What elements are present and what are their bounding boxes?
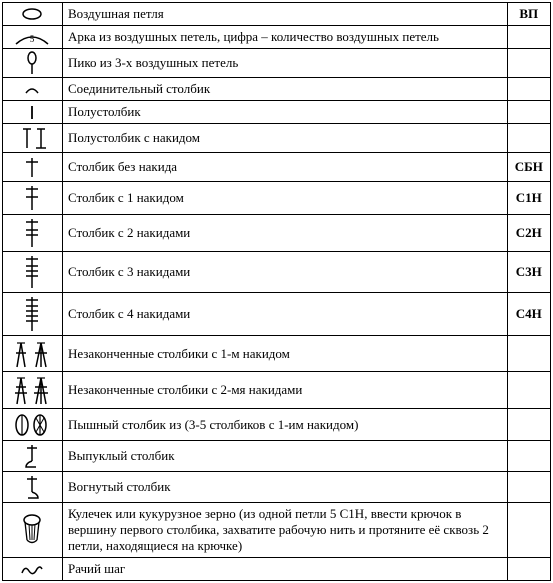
desc-cell: Арка из воздушных петель, цифра – количе… — [62, 26, 507, 49]
picot-icon — [23, 51, 41, 75]
symbol-cell — [3, 101, 63, 124]
abbr-cell — [507, 78, 550, 101]
table-row: Выпуклый столбик — [3, 441, 551, 472]
svg-text:5: 5 — [30, 34, 35, 44]
abbr-cell — [507, 372, 550, 409]
symbol-cell — [3, 336, 63, 372]
symbol-cell — [3, 409, 63, 441]
table-row: Столбик без накида СБН — [3, 153, 551, 182]
desc-cell: Пико из 3-х воздушных петель — [62, 49, 507, 78]
crab-stitch-icon — [19, 561, 45, 577]
table-row: Незаконченные столбики с 2-мя накидами — [3, 372, 551, 409]
table-row: Кулечек или кукурузное зерно (из одной п… — [3, 503, 551, 558]
table-row: Полустолбик — [3, 101, 551, 124]
desc-cell: Выпуклый столбик — [62, 441, 507, 472]
abbr-cell — [507, 336, 550, 372]
desc-cell: Полустолбик — [62, 101, 507, 124]
symbol-cell — [3, 252, 63, 293]
symbol-cell — [3, 215, 63, 252]
symbol-cell — [3, 293, 63, 336]
abbr-cell: СБН — [507, 153, 550, 182]
table-row: Пико из 3-х воздушных петель — [3, 49, 551, 78]
dtc-icon — [23, 254, 41, 290]
symbol-cell: 5 — [3, 26, 63, 49]
table-row: Полустолбик с накидом — [3, 124, 551, 153]
abbr-cell — [507, 26, 550, 49]
slip-stitch-icon — [22, 83, 42, 95]
dc-icon — [23, 184, 41, 212]
desc-cell: Воздушная петля — [62, 3, 507, 26]
table-row: Воздушная петля ВП — [3, 3, 551, 26]
table-body: Воздушная петля ВП 5 Арка из воздушных п… — [3, 3, 551, 581]
symbol-cell — [3, 558, 63, 581]
symbol-cell — [3, 124, 63, 153]
puff-stitch-icon — [13, 412, 51, 438]
bpdc-icon — [22, 474, 42, 500]
symbol-cell — [3, 472, 63, 503]
abbr-cell — [507, 558, 550, 581]
abbr-cell: С3Н — [507, 252, 550, 293]
symbol-cell — [3, 78, 63, 101]
chain-arc-icon: 5 — [12, 28, 52, 46]
chain-stitch-icon — [20, 7, 44, 21]
table-row: Незаконченные столбики с 1-м накидом — [3, 336, 551, 372]
table-row: Вогнутый столбик — [3, 472, 551, 503]
desc-cell: Столбик с 4 накидами — [62, 293, 507, 336]
abbr-cell: С4Н — [507, 293, 550, 336]
desc-cell: Рачий шаг — [62, 558, 507, 581]
abbr-cell: С1Н — [507, 182, 550, 215]
desc-cell: Соединительный столбик — [62, 78, 507, 101]
abbr-cell: ВП — [507, 3, 550, 26]
desc-cell: Столбик без накида — [62, 153, 507, 182]
desc-cell: Столбик с 2 накидами — [62, 215, 507, 252]
abbr-cell — [507, 124, 550, 153]
unfinished-dc-icon — [10, 339, 54, 369]
abbr-cell — [507, 441, 550, 472]
table-row: Соединительный столбик — [3, 78, 551, 101]
desc-cell: Незаконченные столбики с 1-м накидом — [62, 336, 507, 372]
sc-icon — [23, 155, 41, 179]
half-stitch-icon — [25, 104, 39, 120]
desc-cell: Пышный столбик из (3-5 столбиков с 1-им … — [62, 409, 507, 441]
abbr-cell — [507, 101, 550, 124]
desc-cell: Незаконченные столбики с 2-мя накидами — [62, 372, 507, 409]
tc-icon — [23, 217, 41, 249]
symbol-cell — [3, 441, 63, 472]
crochet-symbols-table: Воздушная петля ВП 5 Арка из воздушных п… — [2, 2, 551, 581]
table-row: Пышный столбик из (3-5 столбиков с 1-им … — [3, 409, 551, 441]
abbr-cell — [507, 409, 550, 441]
desc-cell: Полустолбик с накидом — [62, 124, 507, 153]
abbr-cell — [507, 49, 550, 78]
desc-cell: Столбик с 3 накидами — [62, 252, 507, 293]
table-row: Столбик с 4 накидами С4Н — [3, 293, 551, 336]
ttc-icon — [23, 295, 41, 333]
table-row: 5 Арка из воздушных петель, цифра – коли… — [3, 26, 551, 49]
popcorn-icon — [20, 512, 44, 548]
abbr-cell — [507, 503, 550, 558]
fpdc-icon — [22, 443, 42, 469]
symbol-cell — [3, 372, 63, 409]
symbol-cell — [3, 3, 63, 26]
desc-cell: Столбик с 1 накидом — [62, 182, 507, 215]
desc-cell: Кулечек или кукурузное зерно (из одной п… — [62, 503, 507, 558]
unfinished-tc-icon — [10, 374, 54, 406]
table-row: Столбик с 1 накидом С1Н — [3, 182, 551, 215]
symbol-cell — [3, 49, 63, 78]
abbr-cell — [507, 472, 550, 503]
abbr-cell: С2Н — [507, 215, 550, 252]
symbol-cell — [3, 503, 63, 558]
half-dc-icon — [12, 126, 52, 150]
table-row: Рачий шаг — [3, 558, 551, 581]
symbol-cell — [3, 153, 63, 182]
symbol-cell — [3, 182, 63, 215]
table-row: Столбик с 2 накидами С2Н — [3, 215, 551, 252]
desc-cell: Вогнутый столбик — [62, 472, 507, 503]
table-row: Столбик с 3 накидами С3Н — [3, 252, 551, 293]
